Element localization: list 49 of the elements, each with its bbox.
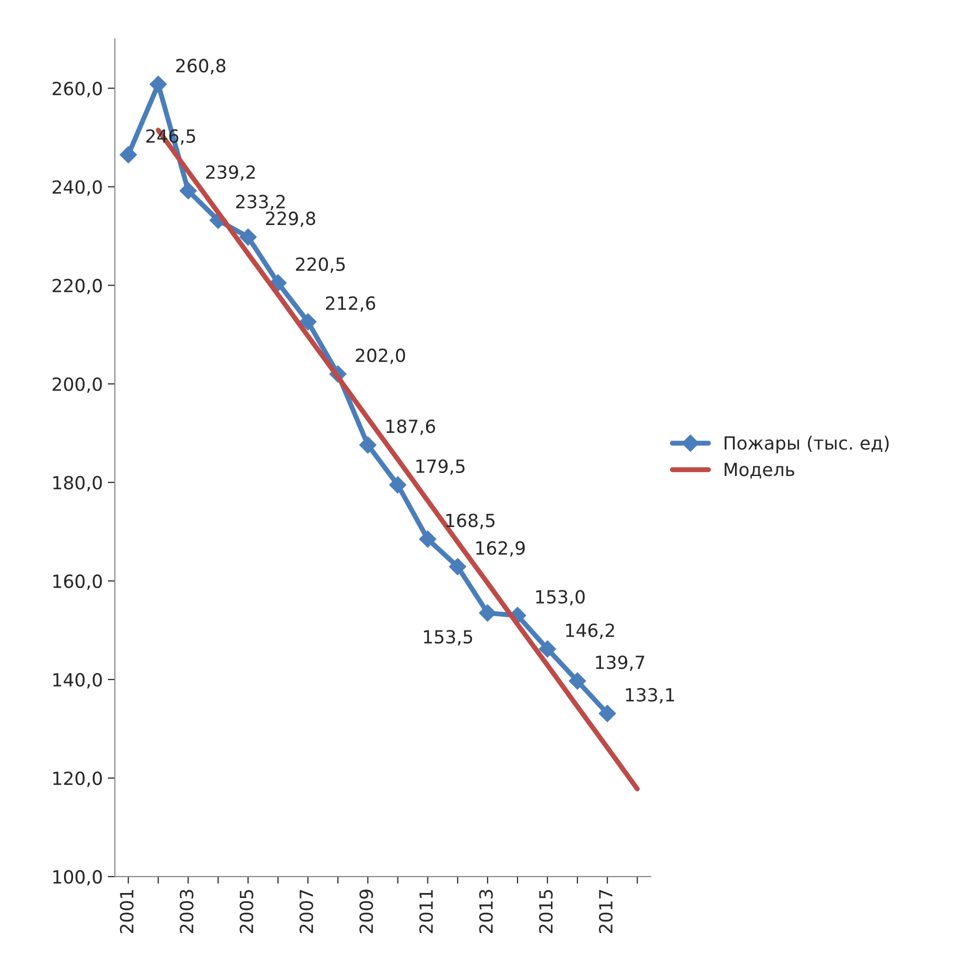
x-tick-label: 2013 [479, 890, 493, 934]
x-tick-label: 2015 [539, 890, 553, 934]
x-tick-label: 2007 [300, 890, 314, 934]
point [568, 672, 586, 690]
data-label: 220,5 [296, 257, 345, 273]
y-tick-label: 180,0 [53, 476, 102, 492]
data-label: 146,2 [566, 623, 614, 639]
point [120, 146, 137, 164]
data-label: 239,2 [206, 165, 255, 181]
y-tick-label: 160,0 [53, 574, 102, 590]
data-label: 133,1 [626, 688, 674, 704]
data-label: 229,8 [266, 212, 316, 228]
data-label: 139,7 [596, 655, 644, 671]
point [180, 182, 197, 200]
legend-label: Модель [724, 462, 794, 479]
y-tick-label: 120,0 [53, 772, 102, 788]
y-tick-label: 200,0 [52, 377, 102, 393]
data-label: 153,5 [424, 630, 472, 646]
data-label: 168,5 [446, 514, 494, 530]
point [538, 640, 556, 658]
data-label: 162,9 [476, 541, 525, 557]
x-tick-label: 2009 [359, 890, 374, 934]
y-tick-label: 260,0 [52, 82, 102, 98]
data-label: 233,2 [236, 194, 285, 210]
point [299, 313, 317, 330]
data-label: 260,8 [176, 58, 226, 74]
point [598, 704, 616, 722]
point [240, 228, 257, 246]
point [479, 604, 496, 622]
y-tick-label: 220,0 [52, 278, 102, 294]
data-label: 212,6 [326, 296, 376, 312]
data-label: 179,5 [416, 459, 465, 475]
data-label: 153,0 [536, 590, 585, 606]
y-tick-label: 100,0 [53, 870, 102, 886]
point [359, 436, 376, 454]
x-tick-label: 2005 [240, 890, 254, 934]
point [449, 558, 466, 576]
x-tick-label: 2003 [180, 890, 194, 934]
point [389, 476, 406, 494]
x-tick-label: 2017 [598, 890, 613, 934]
data-label: 202,0 [356, 348, 406, 364]
y-tick-label: 140,0 [53, 672, 102, 688]
point [150, 76, 167, 93]
legend-label: Пожары (тыс. ед) [724, 436, 889, 454]
point [419, 530, 436, 548]
x-tick-label: 2011 [419, 890, 433, 934]
x-tick-label: 2001 [120, 890, 134, 934]
data-label: 187,6 [386, 419, 436, 435]
y-tick-label: 240,0 [52, 180, 102, 196]
